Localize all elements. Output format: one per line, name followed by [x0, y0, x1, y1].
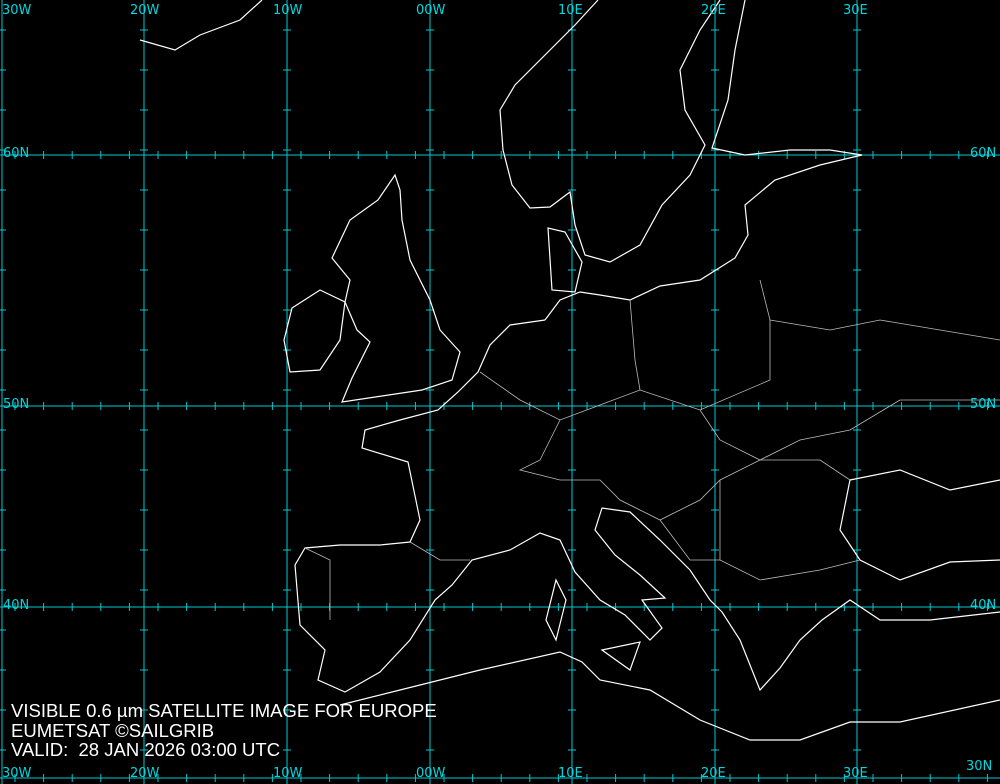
coast-western-europe	[294, 319, 1000, 693]
coast-iceland	[139, 0, 263, 51]
longitude-label: 10W	[273, 3, 303, 18]
coastlines	[139, 0, 1000, 741]
coast-great-britain	[331, 173, 461, 403]
latitude-label: 40N	[3, 598, 30, 613]
latitude-label: 50N	[970, 397, 997, 412]
coast-north-africa	[339, 651, 1000, 741]
longitude-label: 20E	[701, 3, 726, 18]
coast-sicily	[600, 641, 641, 671]
latitude-label: 50N	[3, 397, 30, 412]
longitude-label: 30W	[2, 3, 32, 18]
caption-credit: EUMETSAT ©SAILGRIB	[11, 719, 215, 741]
longitude-label: 00W	[416, 766, 446, 781]
coast-black-sea	[839, 469, 1000, 581]
longitude-label: 30E	[843, 3, 868, 18]
longitude-label: 20E	[701, 766, 726, 781]
latitude-label: 30N	[966, 759, 993, 774]
latitude-label: 60N	[970, 146, 997, 161]
caption-valid-time: VALID: 28 JAN 2026 03:00 UTC	[11, 739, 281, 760]
country-borders	[304, 279, 1000, 620]
longitude-label: 30W	[2, 766, 32, 781]
longitude-label: 10E	[558, 3, 583, 18]
longitude-label: 00W	[416, 3, 446, 18]
latitude-label: 60N	[3, 146, 30, 161]
coast-ireland	[283, 289, 346, 373]
caption-title: VISIBLE 0.6 µm SATELLITE IMAGE FOR EUROP…	[11, 700, 437, 721]
coast-denmark	[547, 227, 583, 293]
coast-finland	[711, 0, 863, 156]
longitude-label: 10W	[273, 766, 303, 781]
coast-corsica-sardinia	[545, 578, 567, 642]
coast-scandinavia	[499, 0, 721, 263]
image-caption: VISIBLE 0.6 µm SATELLITE IMAGE FOR EUROP…	[11, 701, 437, 760]
latitude-label: 40N	[970, 598, 997, 613]
longitude-label: 30E	[843, 766, 868, 781]
longitude-label: 20W	[130, 766, 160, 781]
coast-baltic	[544, 154, 863, 321]
longitude-label: 20W	[130, 3, 160, 18]
longitude-label: 10E	[558, 766, 583, 781]
